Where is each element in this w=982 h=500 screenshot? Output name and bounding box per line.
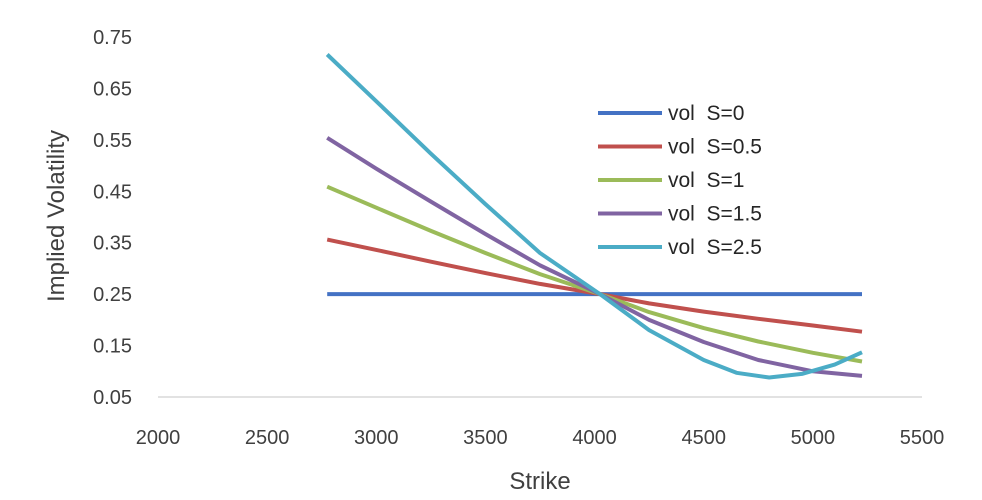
x-tick-label: 4500 [681, 427, 726, 449]
x-tick-label: 2000 [136, 427, 181, 449]
y-axis-ticks: 0.05 0.15 0.25 0.35 0.45 0.55 0.65 0.75 [93, 27, 132, 409]
legend-label-4: vol S=2.5 [668, 236, 762, 259]
y-tick-label: 0.55 [93, 130, 132, 152]
x-axis-title: Strike [509, 468, 570, 495]
x-tick-label: 5000 [791, 427, 836, 449]
y-tick-label: 0.65 [93, 78, 132, 100]
x-tick-label: 5500 [900, 427, 945, 449]
x-tick-label: 4000 [572, 427, 617, 449]
x-tick-label: 3000 [354, 427, 399, 449]
legend-label-1: vol S=0.5 [668, 136, 762, 159]
x-tick-label: 3500 [463, 427, 508, 449]
legend-label-0: vol S=0 [668, 102, 744, 125]
y-axis-title: Implied Volatility [43, 130, 70, 302]
legend: vol S=0 vol S=0.5 vol S=1 vol S=1.5 vol S=2.… [598, 102, 762, 259]
y-tick-label: 0.45 [93, 181, 132, 203]
legend-label-2: vol S=1 [668, 169, 744, 192]
series-line-2 [326, 184, 863, 364]
y-tick-label: 0.75 [93, 27, 132, 49]
series-lines [325, 53, 863, 380]
series-line-1 [326, 237, 863, 334]
y-tick-label: 0.05 [93, 387, 132, 409]
legend-label-3: vol S=1.5 [668, 203, 762, 226]
x-axis-ticks: 2000 2500 3000 3500 4000 4500 5000 5500 [136, 427, 945, 449]
y-tick-label: 0.35 [93, 233, 132, 255]
y-tick-label: 0.25 [93, 284, 132, 306]
x-tick-label: 2500 [245, 427, 290, 449]
y-tick-label: 0.15 [93, 336, 132, 358]
series-line-4 [325, 53, 863, 380]
